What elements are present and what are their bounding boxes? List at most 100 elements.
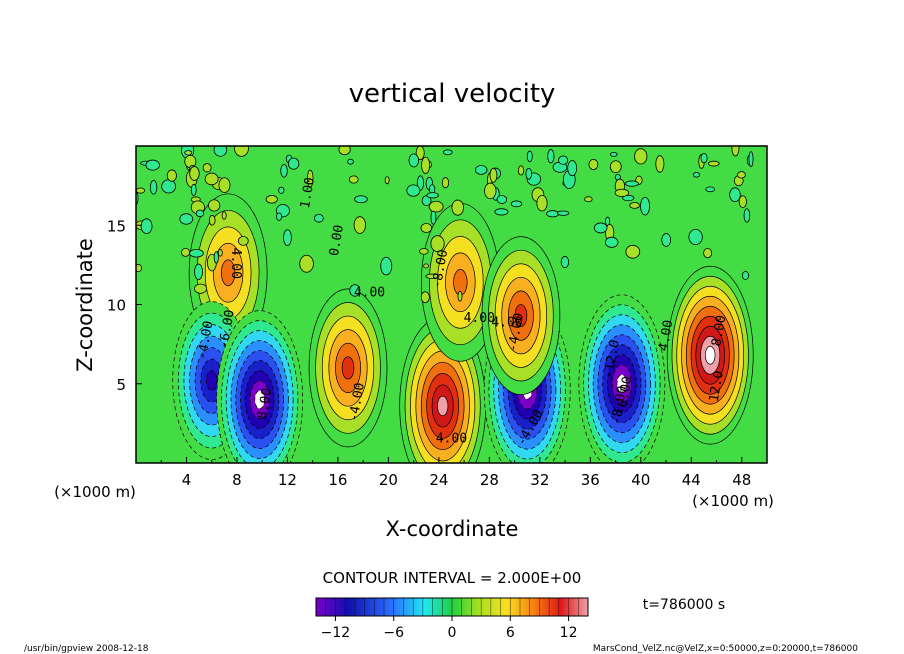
contour-label: 12.0 (707, 370, 727, 403)
small-contour (299, 254, 314, 273)
contour-level (437, 395, 449, 417)
small-contour (692, 172, 701, 178)
small-contour (629, 202, 640, 209)
small-contour (384, 176, 390, 185)
contour-label: 4.00 (354, 286, 385, 301)
x-tick-label: 40 (631, 471, 650, 489)
small-contour (496, 195, 508, 204)
small-contour (593, 222, 608, 234)
small-contour (145, 159, 160, 171)
small-contour (136, 263, 142, 273)
small-contour (161, 179, 176, 194)
small-contour (202, 163, 212, 173)
contour-feature (216, 310, 304, 463)
small-contour (195, 209, 205, 218)
small-contour (525, 167, 533, 180)
small-contour (408, 153, 419, 168)
small-contour (278, 186, 285, 194)
contour-label: 1.00 (298, 176, 318, 209)
x-tick-label: 48 (732, 471, 751, 489)
small-contour (380, 256, 393, 276)
small-contour (280, 164, 288, 178)
colorbar-tick-label: −12 (321, 625, 351, 641)
small-contour (276, 212, 283, 221)
small-contour (213, 146, 228, 157)
small-contour (181, 247, 191, 257)
small-contour (451, 199, 464, 216)
small-contour (700, 152, 708, 164)
small-contour (510, 200, 523, 208)
small-contour (423, 263, 429, 269)
small-contour (218, 177, 231, 193)
small-contour (208, 199, 221, 212)
small-contour (738, 195, 747, 208)
contour-label: 4.00 (436, 431, 467, 446)
small-contour (314, 213, 324, 223)
x-tick-label: 32 (530, 471, 549, 489)
small-contour (426, 192, 439, 199)
contour-label: -4.00 (505, 312, 527, 353)
colorbar-tick-label: 6 (506, 625, 515, 641)
contour-level (704, 345, 716, 365)
plot-area (136, 146, 767, 463)
contour-feature (666, 265, 754, 445)
small-contour (265, 195, 278, 204)
small-contour (217, 248, 223, 257)
x-tick-label: 36 (581, 471, 600, 489)
small-contour (588, 158, 599, 170)
small-contour (457, 290, 463, 302)
small-contour (731, 146, 740, 157)
contour-label: 4.00 (464, 311, 495, 326)
small-contour (221, 211, 227, 220)
contour-level (514, 304, 528, 328)
small-contour (661, 233, 672, 247)
small-contour (140, 218, 153, 234)
footer-right: MarsCond_VelZ.nc@VelZ,x=0:50000,z=0:2000… (593, 644, 858, 654)
small-contour (287, 157, 300, 170)
small-contour (430, 235, 445, 252)
contour-label: 4.00 (656, 319, 676, 352)
small-contour (604, 236, 619, 248)
y-axis-title: Z-coordinate (73, 238, 97, 372)
colorbar-ticks: −12 −6 0 6 12 (315, 598, 589, 641)
small-contour (349, 284, 361, 297)
contour-label: -4.00 (346, 382, 368, 423)
colorbar-tick-label: 0 (448, 625, 457, 641)
small-contour (166, 169, 177, 182)
small-contour (705, 186, 715, 193)
colorbar-tick-label: 12 (560, 625, 578, 641)
x-tick-label: 28 (480, 471, 499, 489)
small-contour (213, 251, 219, 264)
contour-label: 8.00 (709, 314, 729, 347)
small-contour (237, 236, 249, 246)
small-contour (634, 148, 648, 165)
contour-feature (399, 316, 487, 463)
small-contour (189, 166, 200, 181)
contour-label: 4.00 (228, 248, 243, 279)
small-contour (737, 171, 746, 179)
contour-feature (578, 294, 666, 463)
x-tick-label: 44 (682, 471, 701, 489)
contour-label: -8.00 (430, 248, 452, 289)
small-contour (474, 165, 488, 175)
small-contour (609, 151, 618, 157)
small-contour (307, 169, 314, 188)
contour-level (220, 259, 236, 287)
small-contour (204, 172, 219, 186)
small-contour (741, 271, 750, 281)
small-contour (624, 180, 639, 187)
x-tick-label: 8 (232, 471, 242, 489)
contour-label: 0.00 (327, 224, 347, 257)
small-contour (420, 223, 433, 233)
small-contour (353, 216, 367, 234)
small-contour (614, 188, 630, 197)
contour-feature (308, 288, 388, 448)
small-contour (688, 228, 703, 246)
contour-feature (481, 236, 561, 395)
small-contour (441, 177, 450, 189)
contour-label: -6.00 (216, 309, 238, 350)
contour-labels: -4.004.00-6.008.004.00-4.004.00-4.00-8.0… (195, 176, 730, 448)
small-contour (338, 146, 351, 156)
small-contour (421, 156, 431, 174)
x-axis: 4 8 12 16 20 24 28 32 36 40 44 48 (160, 457, 751, 489)
